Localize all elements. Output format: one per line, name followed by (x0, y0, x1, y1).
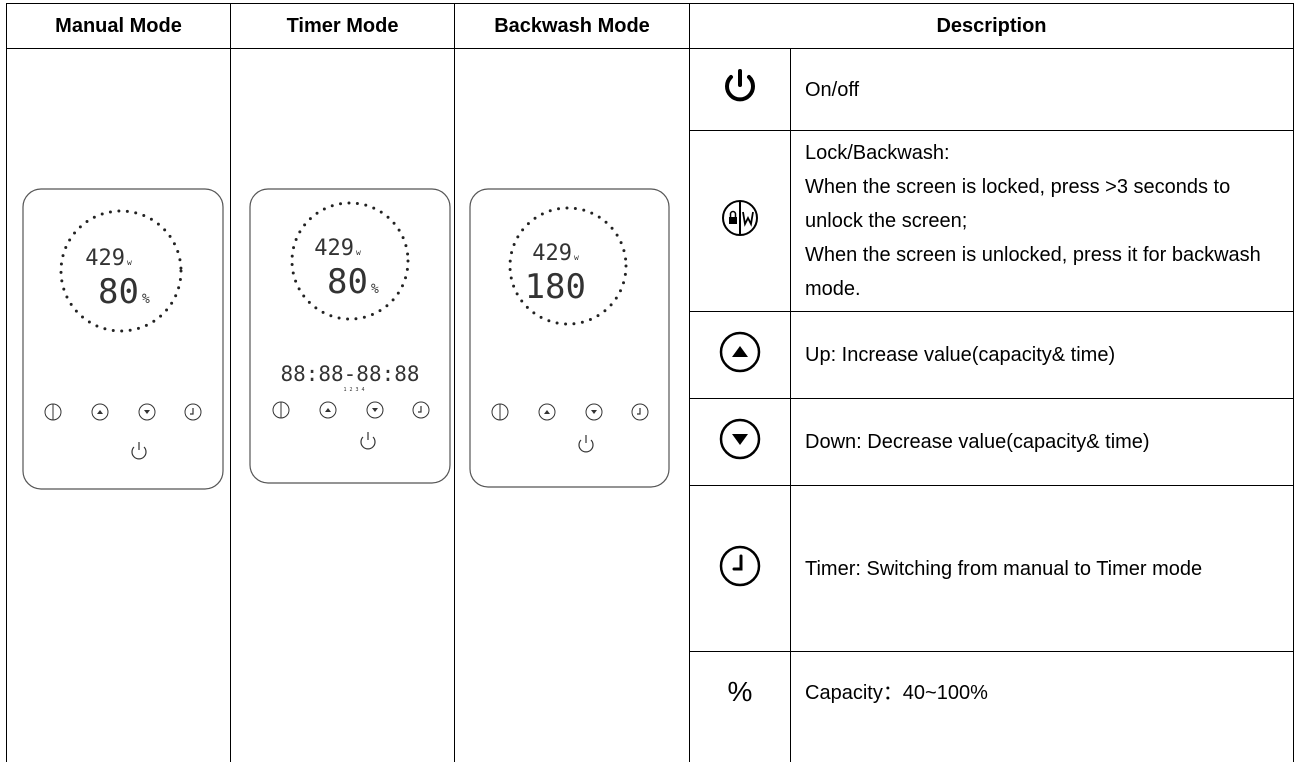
device-button (412, 401, 430, 419)
description: Timer: Switching from manual to Timer mo… (790, 485, 1294, 652)
display-top-unit: w (356, 248, 361, 257)
power-glyph (360, 436, 376, 450)
icon-cell (689, 48, 791, 131)
dotted-ring (508, 206, 628, 326)
power-glyph (578, 439, 594, 453)
device-cell: 429 w 80% 88:88-88:88 1 2 3 4 (230, 48, 455, 762)
display-bottom-unit: % (371, 282, 379, 297)
display-bottom: 180 (525, 267, 586, 307)
percent-symbol: % (727, 676, 753, 707)
device-image: 429 w 180 (469, 188, 670, 488)
up-icon (719, 331, 761, 373)
column-header: Manual Mode (6, 3, 231, 49)
icon-cell (689, 485, 791, 652)
description-line: Lock/Backwash: (805, 142, 950, 164)
description: Down: Decrease value(capacity& time) (790, 398, 1294, 486)
column-header: Backwash Mode (454, 3, 690, 49)
device-frame (22, 188, 224, 490)
display-bottom: 80 (327, 262, 368, 302)
button-glyph (418, 406, 422, 413)
description: Lock/Backwash: When the screen is locked,… (790, 130, 1294, 312)
lock-icon (722, 200, 758, 236)
button-glyph (544, 410, 550, 414)
icon-cell (689, 311, 791, 399)
icon-cell (689, 130, 791, 312)
device-button (319, 401, 337, 419)
device-button (138, 403, 156, 421)
icon-cell: % (689, 651, 791, 762)
device-cell: 429 w 180 (454, 48, 690, 762)
dotted-ring (59, 209, 183, 333)
timer-display: 88:88-88:88 (280, 362, 419, 386)
device-button (91, 403, 109, 421)
down-icon (719, 418, 761, 460)
description: Capacity：40~100% (790, 651, 1294, 762)
device-cell: 429 w 80% (6, 48, 231, 762)
display-top: 429 (85, 246, 125, 271)
display-bottom: 80 (98, 272, 139, 312)
description: On/off (790, 48, 1294, 131)
device-button (366, 401, 384, 419)
description: Up: Increase value(capacity& time) (790, 311, 1294, 399)
display-top-unit: w (574, 253, 579, 262)
device-button (585, 403, 603, 421)
device-image: 429 w 80 % 88:88-88:881 2 3 4 (249, 188, 451, 484)
power-icon (725, 68, 755, 101)
column-header: Timer Mode (230, 3, 455, 49)
device-button (631, 403, 649, 421)
timer-slots: 1 2 3 4 (343, 387, 364, 393)
button-glyph (190, 408, 194, 415)
display-bottom-unit: % (142, 292, 150, 307)
button-glyph (97, 410, 103, 414)
button-glyph (591, 410, 597, 414)
display-top: 429 (314, 236, 354, 261)
display-top-unit: w (127, 258, 132, 267)
display-top: 429 (532, 241, 572, 266)
device-image: 429 w 80% (22, 188, 224, 490)
column-header: Description (689, 3, 1294, 49)
button-glyph (637, 408, 641, 415)
description-line: When the screen is locked, press >3 seco… (805, 176, 1231, 232)
device-frame (469, 188, 670, 488)
function-table: Manual Mode Timer Mode Backwash Mode Des… (6, 3, 1294, 762)
icon-cell (689, 398, 791, 486)
device-button (538, 403, 556, 421)
device-frame (249, 188, 451, 484)
dotted-ring (290, 201, 410, 321)
power-glyph (131, 446, 147, 460)
clock-icon (719, 545, 761, 586)
button-glyph (325, 408, 331, 412)
button-glyph (144, 410, 150, 414)
device-button (184, 403, 202, 421)
description-line: When the screen is unlocked, press it fo… (805, 244, 1261, 300)
button-glyph (372, 408, 378, 412)
